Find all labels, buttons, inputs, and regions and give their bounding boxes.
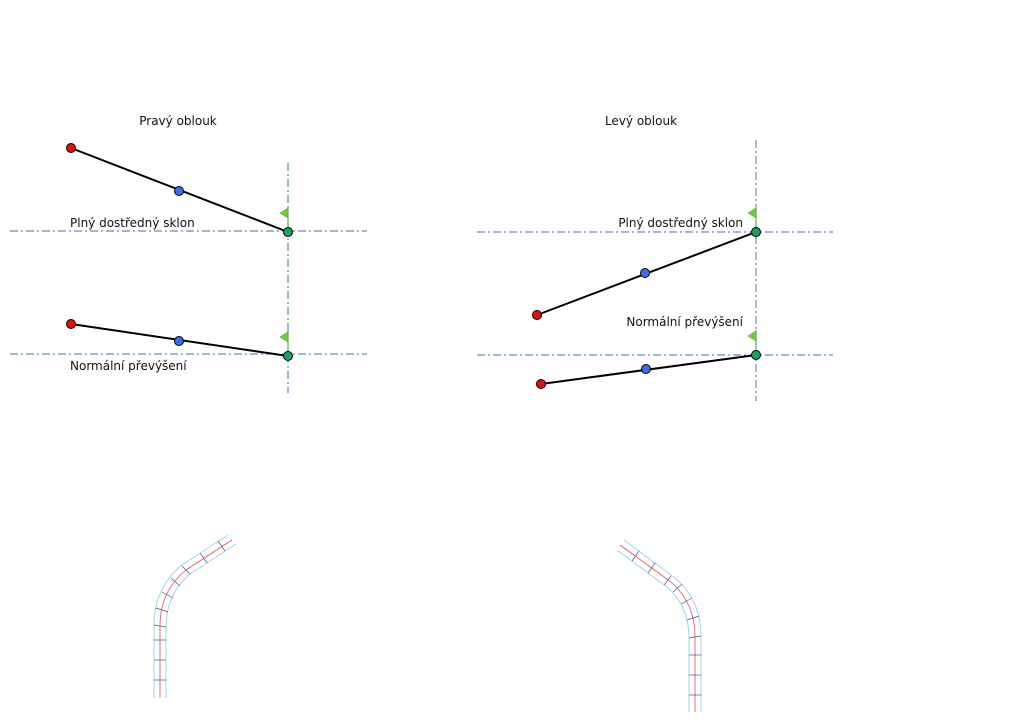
flag — [747, 207, 757, 219]
point[interactable] — [283, 227, 293, 237]
road-edge — [153, 534, 229, 698]
road-ticks — [631, 550, 702, 696]
right-curve-panel: Pravý oblouk Plný dostředný sklon Normál… — [10, 114, 367, 393]
road-sketch-right — [153, 534, 237, 698]
slope-label: Normální převýšení — [626, 315, 743, 329]
road-edge — [616, 549, 690, 712]
road-centerline — [619, 544, 696, 712]
point[interactable] — [66, 319, 76, 329]
point[interactable] — [640, 268, 650, 278]
tick — [631, 550, 640, 562]
flag — [747, 330, 757, 342]
tick — [181, 565, 191, 575]
point[interactable] — [751, 227, 761, 237]
panel-title: Levý oblouk — [605, 114, 677, 128]
left-curve-panel: Levý oblouk Plný dostředný sklon Normáln… — [477, 114, 833, 401]
road-edge — [623, 539, 702, 712]
point[interactable] — [174, 336, 184, 346]
tick — [663, 575, 672, 586]
point[interactable] — [641, 364, 651, 374]
point[interactable] — [174, 186, 184, 196]
road-centerline — [159, 539, 233, 698]
point[interactable] — [536, 379, 546, 389]
tick — [153, 624, 167, 628]
point[interactable] — [751, 350, 761, 360]
road-sketch-left — [616, 539, 702, 712]
road-ticks — [153, 540, 226, 681]
tick — [686, 615, 700, 621]
flag — [279, 207, 289, 219]
tick — [680, 597, 693, 605]
point[interactable] — [283, 351, 293, 361]
tick — [217, 540, 226, 552]
panel-title: Pravý oblouk — [139, 114, 217, 128]
tick — [161, 591, 174, 599]
tick — [170, 577, 181, 587]
tick — [199, 552, 208, 564]
point[interactable] — [66, 143, 76, 153]
tick — [155, 607, 169, 613]
slope-label: Plný dostředný sklon — [70, 216, 195, 230]
flag — [279, 331, 289, 343]
slope-label: Normální převýšení — [70, 359, 187, 373]
point[interactable] — [532, 310, 542, 320]
slope-label: Plný dostředný sklon — [618, 216, 743, 230]
tick — [688, 635, 702, 639]
tick — [647, 562, 656, 574]
road-edge — [165, 543, 237, 698]
tick — [672, 583, 683, 593]
